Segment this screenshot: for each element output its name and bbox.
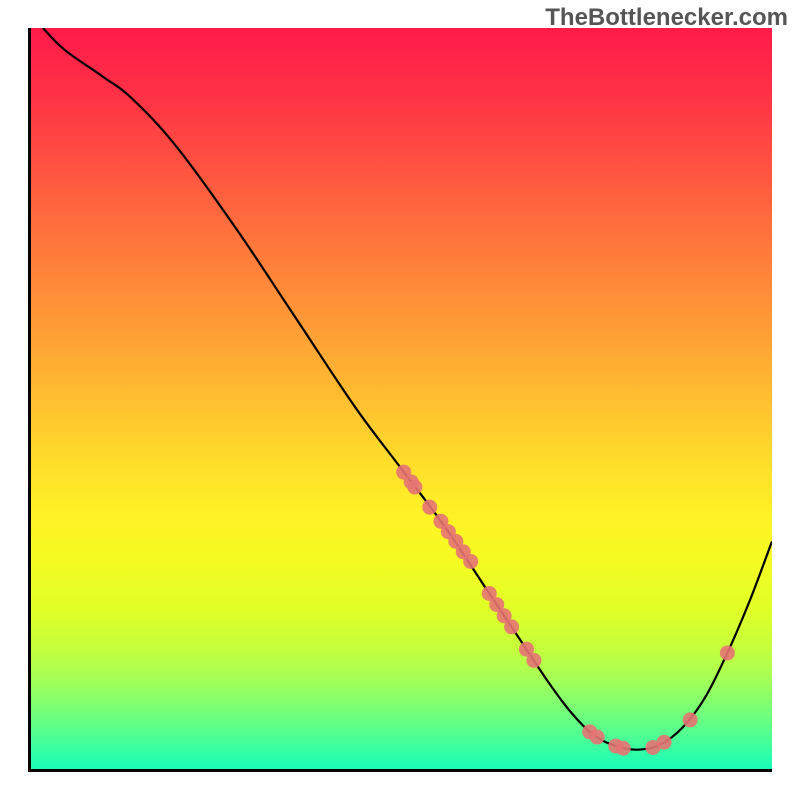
chart-background [28,28,772,772]
chart-container: TheBottlenecker.com [0,0,800,800]
